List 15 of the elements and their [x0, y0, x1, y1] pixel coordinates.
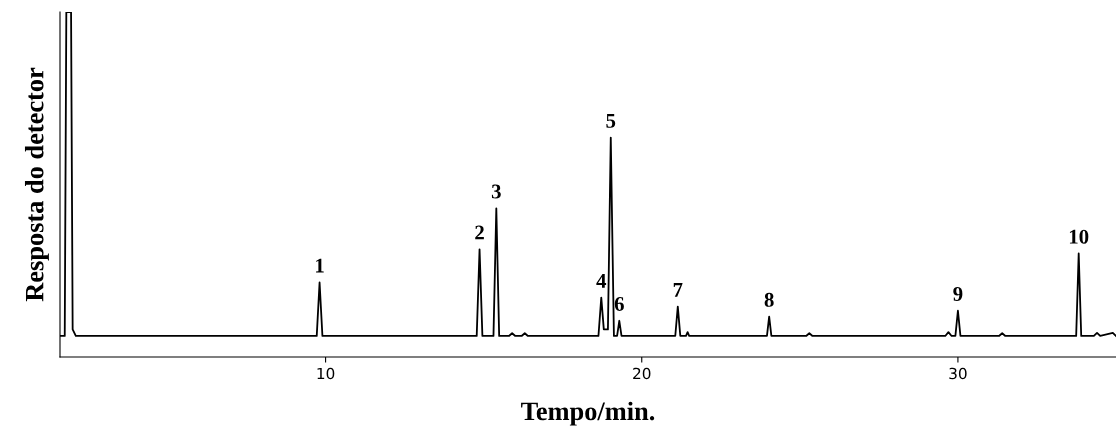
annotation: 1	[316, 258, 324, 273]
annotation: 2	[475, 225, 484, 240]
y-axis-title: Resposta do detector	[24, 67, 49, 302]
annotation: 3	[491, 184, 501, 199]
x-axis-title: Tempo/min.	[521, 401, 655, 426]
annotation: 7	[673, 283, 683, 297]
x-tick-label: 20	[633, 367, 651, 380]
annotation: 9	[953, 286, 963, 301]
x-tick-label: 10	[317, 367, 335, 380]
annotation: 5	[606, 113, 616, 128]
annotation: 4	[596, 273, 607, 288]
annotation: 6	[614, 296, 624, 311]
annotation: 8	[764, 292, 774, 307]
annotation: 10	[1069, 229, 1089, 244]
x-tick-label: 30	[949, 367, 967, 380]
